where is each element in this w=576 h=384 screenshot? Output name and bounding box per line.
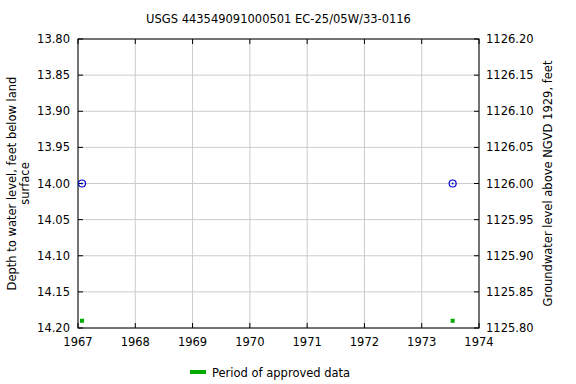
tick-label-y: 13.85 <box>37 68 70 82</box>
tick-y2 <box>474 75 479 76</box>
tick-label-x: 1970 <box>235 335 264 349</box>
grid-line-y <box>78 111 479 112</box>
plot-frame <box>78 39 479 328</box>
tick-label-x: 1969 <box>178 335 207 349</box>
tick-x-top <box>421 39 422 44</box>
tick-label-y: 14.15 <box>37 285 70 299</box>
legend-swatch <box>190 370 206 374</box>
tick-label-y: 13.80 <box>37 32 70 46</box>
marks <box>79 180 457 323</box>
tick-x <box>192 323 193 328</box>
tick-x <box>135 323 136 328</box>
tick-label-y: 14.10 <box>37 249 70 263</box>
tick-y2 <box>474 328 479 329</box>
tick-x-top <box>307 39 308 44</box>
tick-y <box>78 291 83 292</box>
grid-line-y <box>78 255 479 256</box>
tick-label-y2: 1126.15 <box>486 68 534 82</box>
grid-line-y <box>78 183 479 184</box>
tick-label-x: 1974 <box>464 335 493 349</box>
tick-x <box>78 323 79 328</box>
tick-y <box>78 219 83 220</box>
tick-y <box>78 328 83 329</box>
tick-y2 <box>474 255 479 256</box>
tick-x-top <box>78 39 79 44</box>
tick-x-top <box>364 39 365 44</box>
tick-label-y2: 1125.80 <box>486 321 534 335</box>
tick-y <box>78 111 83 112</box>
tick-label-x: 1973 <box>407 335 436 349</box>
title: USGS 443549091000501 EC-25/05W/33-0116 <box>146 12 411 26</box>
tick-x <box>307 323 308 328</box>
tick-x-top <box>135 39 136 44</box>
legend-label: Period of approved data <box>212 366 350 380</box>
tick-y <box>78 75 83 76</box>
data-point <box>79 180 86 187</box>
grid-line-y <box>78 219 479 220</box>
tick-x <box>364 323 365 328</box>
tick-y2 <box>474 147 479 148</box>
tick-y <box>78 147 83 148</box>
tick-label-y: 13.95 <box>37 140 70 154</box>
tick-y <box>78 255 83 256</box>
tick-label-y2: 1126.05 <box>486 140 534 154</box>
grid-line-y <box>78 147 479 148</box>
grid <box>78 39 479 328</box>
tick-x <box>249 323 250 328</box>
grid-line-y <box>78 75 479 76</box>
point-ring <box>79 180 86 187</box>
tick-x <box>421 323 422 328</box>
point-dot <box>452 183 454 185</box>
axis-label-y: Depth to water level, feet below land <box>5 77 19 291</box>
point-dot <box>81 183 83 185</box>
approved-mark <box>451 319 455 323</box>
tick-y2 <box>474 291 479 292</box>
chart-svg: USGS 443549091000501 EC-25/05W/33-0116 19… <box>0 0 576 384</box>
tick-x-top <box>479 39 480 44</box>
tick-label-x: 1972 <box>350 335 379 349</box>
tick-label-y2: 1125.90 <box>486 249 534 263</box>
tick-label-y2: 1126.20 <box>486 32 534 46</box>
tick-label-y2: 1126.10 <box>486 104 534 118</box>
tick-label-x: 1971 <box>293 335 322 349</box>
point-ring <box>449 180 456 187</box>
data-point <box>449 180 456 187</box>
tick-label-y2: 1125.85 <box>486 285 534 299</box>
tick-x-top <box>192 39 193 44</box>
background <box>0 0 576 384</box>
tick-y2 <box>474 39 479 40</box>
tick-label-y: 14.05 <box>37 213 70 227</box>
tick-label-y2: 1126.00 <box>486 177 534 191</box>
tick-y2 <box>474 219 479 220</box>
tick-label-y: 14.20 <box>37 321 70 335</box>
approved-mark <box>80 319 84 323</box>
legend: Period of approved data <box>190 366 350 380</box>
tick-label-x: 1968 <box>121 335 150 349</box>
tick-y <box>78 39 83 40</box>
tick-y2 <box>474 183 479 184</box>
tick-label-y: 14.00 <box>37 177 70 191</box>
tick-label-y2: 1125.95 <box>486 213 534 227</box>
axis-label-y: surface <box>18 162 32 205</box>
grid-line-y <box>78 291 479 292</box>
tick-y2 <box>474 111 479 112</box>
axis-label-y2: Groundwater level above NGVD 1929, feet <box>541 60 555 306</box>
tick-x <box>479 323 480 328</box>
tick-label-x: 1967 <box>63 335 92 349</box>
tick-x-top <box>249 39 250 44</box>
tick-label-y: 13.90 <box>37 104 70 118</box>
